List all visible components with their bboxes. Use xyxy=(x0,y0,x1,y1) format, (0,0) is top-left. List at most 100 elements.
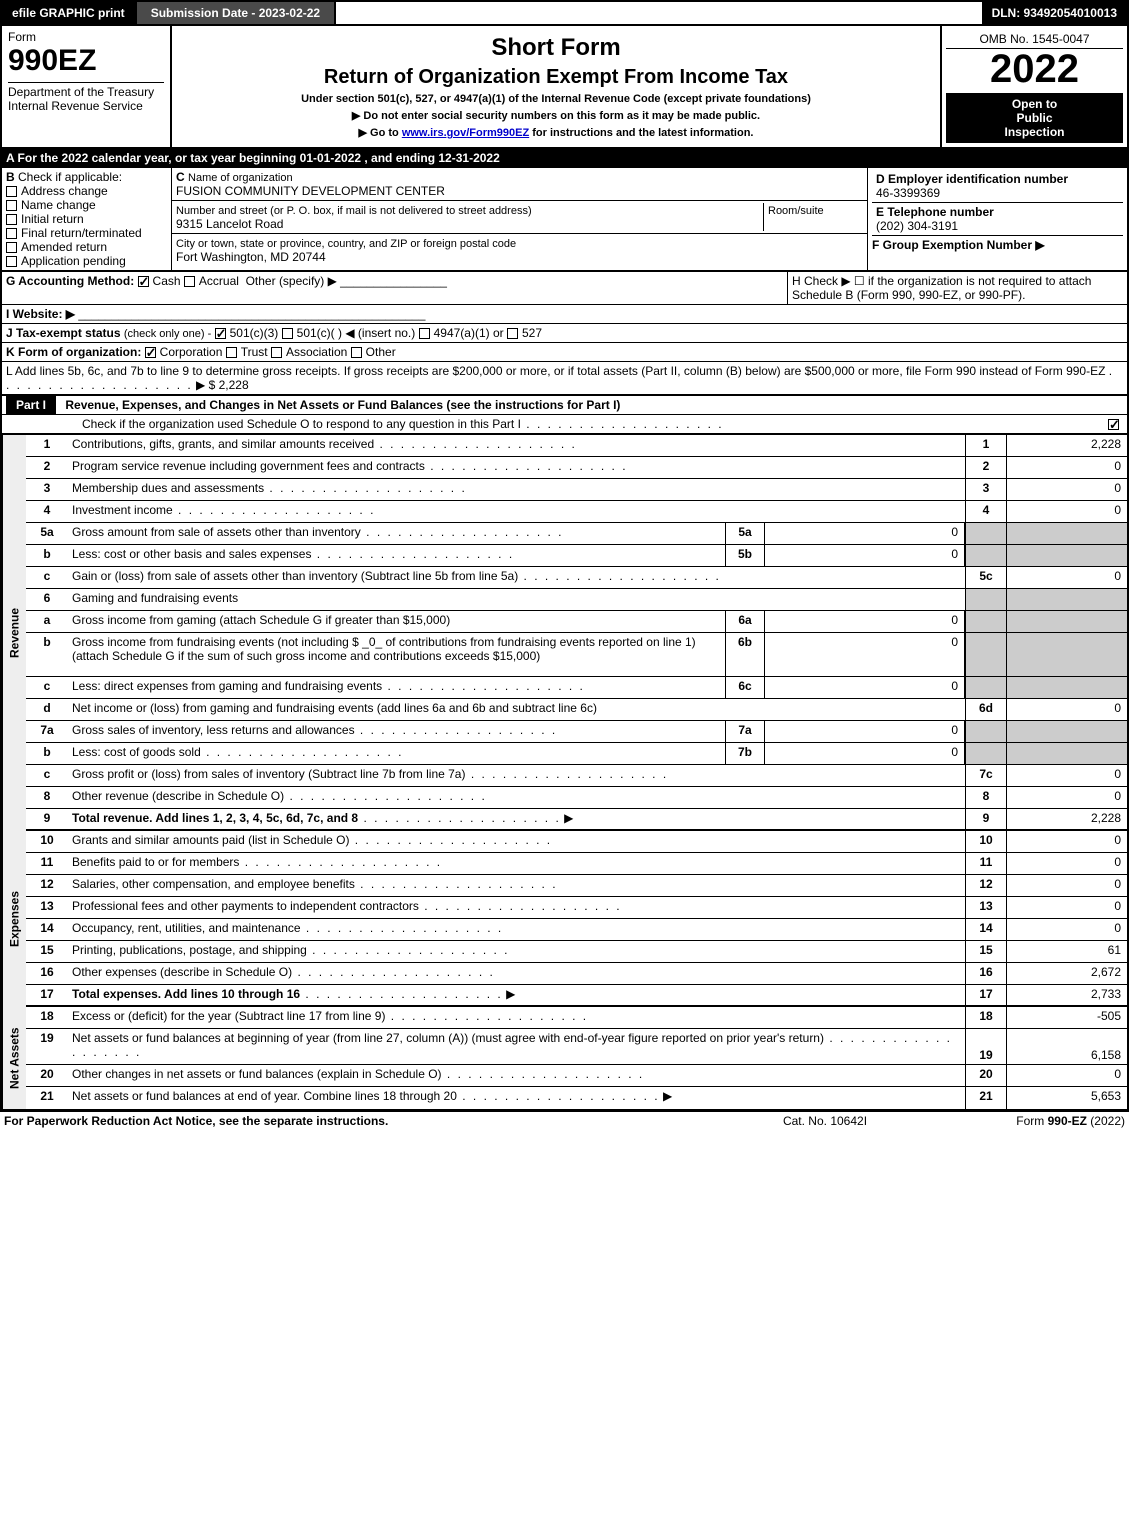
assoc-checkbox[interactable] xyxy=(271,347,282,358)
initial-return-checkbox[interactable] xyxy=(6,214,17,225)
corp-label: Corporation xyxy=(160,345,223,359)
under-section: Under section 501(c), 527, or 4947(a)(1)… xyxy=(301,93,811,105)
name-change-checkbox[interactable] xyxy=(6,200,17,211)
trust-checkbox[interactable] xyxy=(226,347,237,358)
inspect-line1: Open to xyxy=(950,97,1119,111)
line-2-num: 2 xyxy=(26,457,68,478)
inspect-line2: Public xyxy=(950,111,1119,125)
line-5a-num: 5a xyxy=(26,523,68,544)
4947a1-checkbox[interactable] xyxy=(419,328,430,339)
ein-value: 46-3399369 xyxy=(876,186,940,200)
application-pending-checkbox[interactable] xyxy=(6,256,17,267)
line-2-rn: 2 xyxy=(965,457,1007,478)
line-10-val: 0 xyxy=(1007,831,1127,852)
trust-label: Trust xyxy=(241,345,268,359)
line-15-desc: Printing, publications, postage, and shi… xyxy=(72,943,307,957)
form-number: 990EZ xyxy=(8,44,164,78)
l-text: L Add lines 5b, 6c, and 7b to line 9 to … xyxy=(6,364,1105,378)
line-18-num: 18 xyxy=(26,1007,68,1028)
501c3-checkbox[interactable] xyxy=(215,328,226,339)
line-6a-sv: 0 xyxy=(765,611,965,632)
line-16-num: 16 xyxy=(26,963,68,984)
501c-checkbox[interactable] xyxy=(282,328,293,339)
527-label: 527 xyxy=(522,326,542,340)
phone-value: (202) 304-3191 xyxy=(876,219,958,233)
line-21-rn: 21 xyxy=(965,1087,1007,1109)
irs-link[interactable]: www.irs.gov/Form990EZ xyxy=(402,127,529,139)
entity-section: B Check if applicable: Address change Na… xyxy=(0,168,1129,272)
revenue-label: Revenue xyxy=(2,435,26,831)
line-4-rn: 4 xyxy=(965,501,1007,522)
line-10-num: 10 xyxy=(26,831,68,852)
corp-checkbox[interactable] xyxy=(145,347,156,358)
cash-checkbox[interactable] xyxy=(138,276,149,287)
address-change-checkbox[interactable] xyxy=(6,186,17,197)
line-8-desc: Other revenue (describe in Schedule O) xyxy=(72,789,284,803)
line-4-val: 0 xyxy=(1007,501,1127,522)
line-12-num: 12 xyxy=(26,875,68,896)
goto-pre: ▶ Go to xyxy=(359,127,402,139)
line-19-val: 6,158 xyxy=(1007,1029,1127,1064)
amended-return-checkbox[interactable] xyxy=(6,242,17,253)
line-5b-desc: Less: cost or other basis and sales expe… xyxy=(72,547,311,561)
line-10-rn: 10 xyxy=(965,831,1007,852)
line-16-val: 2,672 xyxy=(1007,963,1127,984)
inspect-line3: Inspection xyxy=(950,125,1119,139)
title-main: Short Form xyxy=(491,34,620,62)
line-5b-sv: 0 xyxy=(765,545,965,566)
line-18-rn: 18 xyxy=(965,1007,1007,1028)
l-amount: ▶ $ 2,228 xyxy=(196,378,249,392)
line-13-rn: 13 xyxy=(965,897,1007,918)
line-8-num: 8 xyxy=(26,787,68,808)
c-label: C xyxy=(176,170,185,184)
line-9-num: 9 xyxy=(26,809,68,829)
line-7c-num: c xyxy=(26,765,68,786)
line-a-text: A For the 2022 calendar year, or tax yea… xyxy=(2,149,504,167)
line-13-num: 13 xyxy=(26,897,68,918)
name-label: Name of organization xyxy=(188,172,293,184)
no-ssn-note: ▶ Do not enter social security numbers o… xyxy=(352,109,760,122)
efile-print-label[interactable]: efile GRAPHIC print xyxy=(2,2,137,24)
527-checkbox[interactable] xyxy=(507,328,518,339)
accrual-checkbox[interactable] xyxy=(184,276,195,287)
line-6d-desc: Net income or (loss) from gaming and fun… xyxy=(68,699,965,720)
line-20-desc: Other changes in net assets or fund bala… xyxy=(72,1067,442,1081)
amended-return-label: Amended return xyxy=(21,240,107,254)
line-18-desc: Excess or (deficit) for the year (Subtra… xyxy=(72,1009,385,1023)
other-org-checkbox[interactable] xyxy=(351,347,362,358)
line-3-val: 0 xyxy=(1007,479,1127,500)
line-7c-desc: Gross profit or (loss) from sales of inv… xyxy=(72,767,465,781)
b-label: B xyxy=(6,170,15,184)
street-label: Number and street (or P. O. box, if mail… xyxy=(176,205,532,217)
line-16-desc: Other expenses (describe in Schedule O) xyxy=(72,965,292,979)
line-5b-grey xyxy=(965,545,1007,566)
section-b: B Check if applicable: Address change Na… xyxy=(2,168,172,270)
line-19-desc: Net assets or fund balances at beginning… xyxy=(72,1031,824,1045)
net-assets-block: Net Assets 18Excess or (deficit) for the… xyxy=(0,1007,1129,1111)
line-7b-sn: 7b xyxy=(725,743,765,764)
line-7a-desc: Gross sales of inventory, less returns a… xyxy=(72,723,355,737)
line-17-val: 2,733 xyxy=(1007,985,1127,1005)
part-1-label: Part I xyxy=(6,396,56,414)
line-12-val: 0 xyxy=(1007,875,1127,896)
line-5a-sn: 5a xyxy=(725,523,765,544)
line-15-val: 61 xyxy=(1007,941,1127,962)
line-21-num: 21 xyxy=(26,1087,68,1109)
final-return-checkbox[interactable] xyxy=(6,228,17,239)
page-footer: For Paperwork Reduction Act Notice, see … xyxy=(0,1111,1129,1130)
line-6a-desc: Gross income from gaming (attach Schedul… xyxy=(68,611,725,632)
line-11-val: 0 xyxy=(1007,853,1127,874)
501c-label: 501(c)( ) xyxy=(297,326,342,340)
line-19-rn: 19 xyxy=(965,1029,1007,1064)
j-sub: (check only one) - xyxy=(124,328,211,340)
j-label: J Tax-exempt status xyxy=(6,326,121,340)
line-6-grey-val xyxy=(1007,589,1127,610)
line-6b-grey xyxy=(965,633,1007,676)
other-org-label: Other xyxy=(366,345,396,359)
schedule-o-checkbox[interactable] xyxy=(1108,419,1119,430)
line-5a-desc: Gross amount from sale of assets other t… xyxy=(72,525,361,539)
line-a: A For the 2022 calendar year, or tax yea… xyxy=(0,149,1129,168)
section-c: C Name of organization FUSION COMMUNITY … xyxy=(172,168,867,270)
line-5c-num: c xyxy=(26,567,68,588)
line-3-desc: Membership dues and assessments xyxy=(72,481,264,495)
